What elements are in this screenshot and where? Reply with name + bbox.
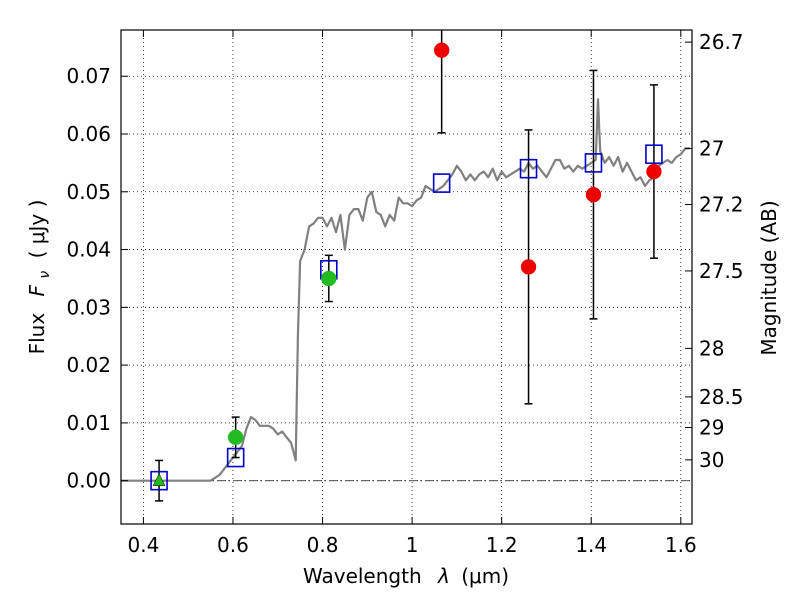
y-axis-title-symbol: F	[25, 284, 49, 296]
x-axis-title: Wavelength λ (μm)	[303, 564, 509, 588]
optical-point	[227, 429, 244, 446]
y-tick-label: 0.03	[66, 295, 111, 319]
y-axis-title-symbol-sub: ν	[37, 271, 53, 279]
y-tick-label: 0.07	[66, 64, 111, 88]
magnitude-tick-label: 28	[699, 336, 724, 360]
upper-limit-triangle	[152, 473, 166, 486]
x-tick-label: 1.4	[575, 533, 607, 557]
optical-point	[321, 270, 337, 287]
model-photometry-square	[432, 173, 451, 193]
magnitude-tick-label: 27	[699, 136, 724, 160]
magnitude-tick-label: 26.7	[699, 30, 744, 54]
plot-frame	[120, 29, 693, 525]
y-tick-label: 0.02	[66, 353, 111, 377]
model-photometry-square	[226, 447, 245, 468]
y-tick-label: 0.00	[66, 469, 111, 493]
x-axis-title-unit: (μm)	[461, 564, 509, 588]
ir-point	[520, 259, 537, 275]
y-tick-label: 0.04	[66, 238, 111, 262]
y-tick-label: 0.06	[66, 122, 111, 146]
y-axis-title-unit: ( μJy )	[25, 200, 49, 259]
grid	[121, 30, 692, 524]
model-photometry-square	[150, 470, 168, 491]
x-axis-ticks: 0.4 0.6 0.8 1 1.2 1.4 1.6	[127, 30, 697, 557]
magnitude-axis-ticks: 26.7 27 27.2 27.5 28 28.5 29 30	[685, 30, 744, 472]
plot-area	[121, 30, 690, 502]
magnitude-axis-title: Magnitude (AB)	[757, 200, 781, 355]
x-tick-label: 1.2	[486, 533, 518, 557]
ir-point	[433, 42, 450, 58]
x-tick-label: 1.6	[665, 533, 697, 557]
sed-model-line	[121, 98, 690, 482]
model-photometry-square	[519, 158, 538, 179]
model-photometry-square	[584, 153, 603, 173]
x-tick-label: 1	[406, 533, 419, 557]
magnitude-tick-label: 30	[699, 448, 724, 472]
x-tick-label: 0.4	[127, 533, 159, 557]
ir-point	[585, 186, 602, 203]
y-tick-label: 0.01	[66, 411, 111, 435]
magnitude-tick-label: 28.5	[699, 385, 744, 409]
x-tick-label: 0.8	[307, 533, 339, 557]
x-tick-label: 0.6	[217, 533, 249, 557]
magnitude-tick-label: 27.2	[699, 192, 744, 216]
model-photometry-square	[645, 144, 663, 165]
magnitude-tick-label: 29	[699, 416, 724, 440]
x-axis-title-text: Wavelength	[303, 564, 422, 588]
y-tick-label: 0.05	[66, 180, 111, 204]
y-axis-title: Flux F ν ( μJy )	[25, 200, 54, 355]
x-axis-title-symbol: λ	[437, 564, 450, 588]
y-axis-ticks: 0.00 0.01 0.02 0.03 0.04 0.05 0.06 0.07	[66, 64, 128, 493]
magnitude-tick-label: 27.5	[699, 259, 744, 283]
y-axis-title-text: Flux	[25, 313, 49, 355]
ir-point	[646, 163, 662, 180]
